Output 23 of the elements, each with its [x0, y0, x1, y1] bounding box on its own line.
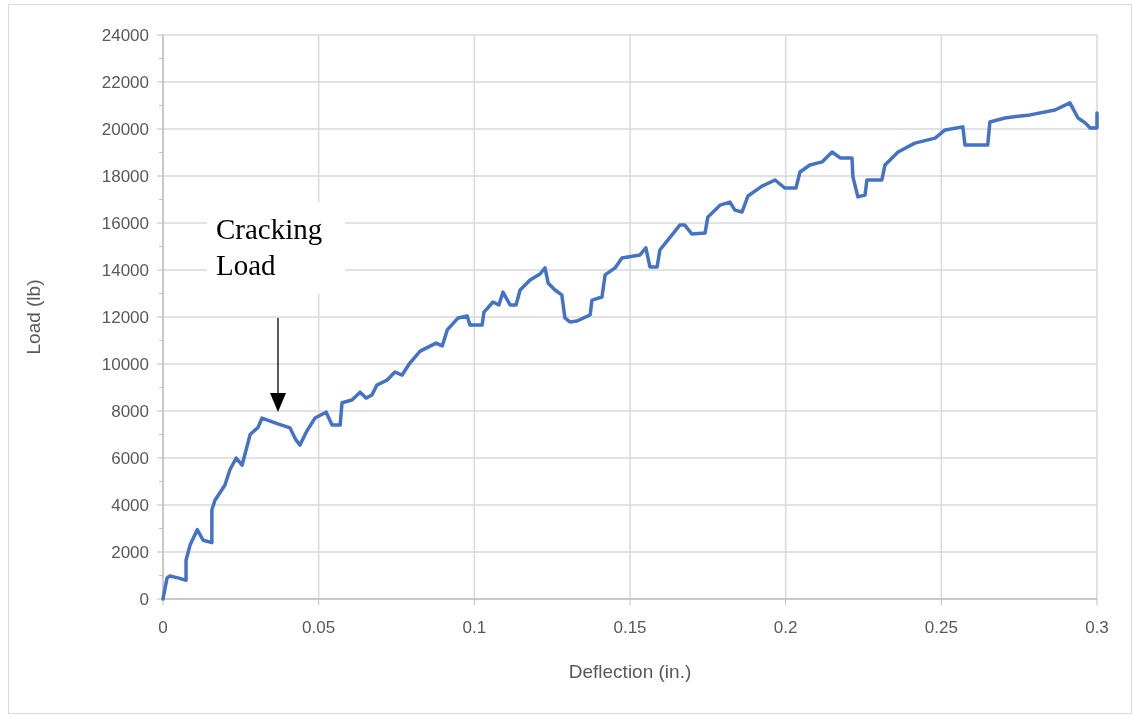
x-tick-label: 0.15	[613, 618, 647, 637]
y-tick-label: 8000	[111, 401, 149, 421]
y-tick-label: 10000	[101, 354, 149, 374]
y-tick-label: 4000	[111, 495, 149, 515]
y-tick-label: 0	[139, 589, 149, 609]
x-tick-label: 0.2	[773, 618, 798, 637]
x-tick-label: 0.3	[1085, 618, 1109, 637]
y-tick-label: 14000	[101, 260, 149, 280]
y-tick-label: 12000	[101, 307, 149, 327]
y-tick-label: 6000	[111, 448, 149, 468]
y-tick-label: 24000	[101, 25, 149, 45]
x-axis-title: Deflection (in.)	[568, 661, 692, 682]
x-tick-label: 0.05	[302, 618, 336, 637]
x-tick-label: 0.25	[924, 618, 958, 637]
annotation: Cracking Load	[216, 213, 323, 281]
y-tick-label: 16000	[101, 213, 149, 233]
y-tick-label: 2000	[111, 542, 149, 562]
y-tick-label: 18000	[101, 166, 149, 186]
x-tick-label: 0	[158, 618, 168, 637]
y-tick-label: 22000	[101, 72, 149, 92]
x-tick-label: 0.1	[462, 618, 487, 637]
y-axis-title: Load (lb)	[23, 279, 44, 355]
y-tick-label: 20000	[101, 119, 149, 139]
